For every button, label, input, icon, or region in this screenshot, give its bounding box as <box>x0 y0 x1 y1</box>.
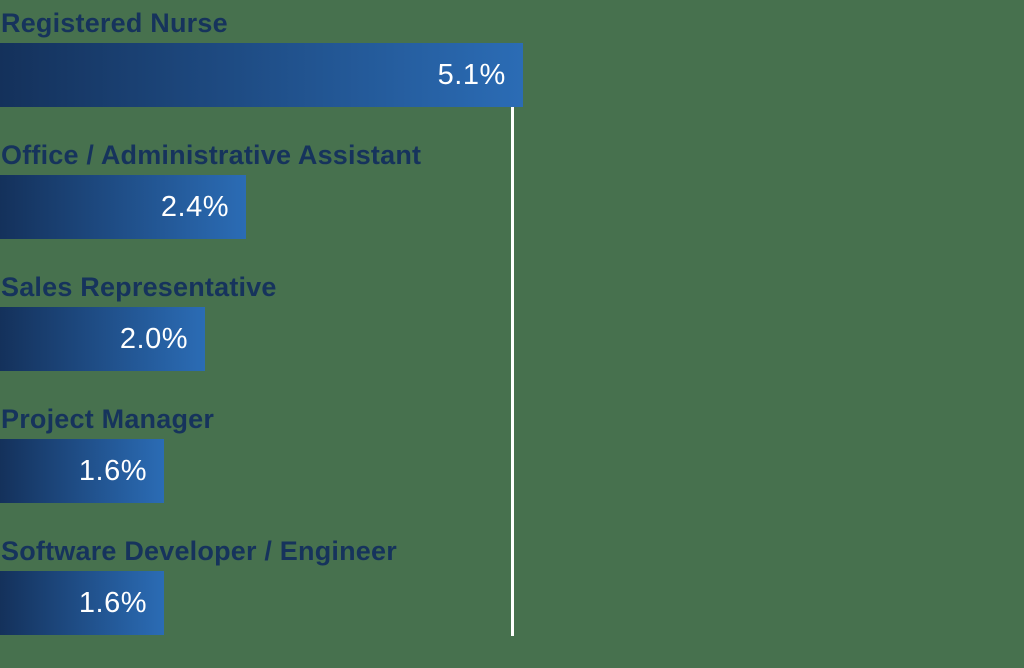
category-label: Project Manager <box>1 404 215 434</box>
bar-row: Sales Representative 2.0% <box>0 272 1024 404</box>
bar-row: Software Developer / Engineer 1.6% <box>0 536 1024 668</box>
bar: 5.1% <box>0 43 523 107</box>
bar-row: Project Manager 1.6% <box>0 404 1024 536</box>
value-label: 1.6% <box>78 454 147 487</box>
bar-row: Registered Nurse 5.1% <box>0 8 1024 140</box>
gridline-5-percent <box>511 107 514 636</box>
category-label: Sales Representative <box>1 272 277 302</box>
bar: 2.0% <box>0 307 205 371</box>
category-label: Registered Nurse <box>1 8 228 38</box>
value-label: 1.6% <box>78 586 147 619</box>
value-label: 2.0% <box>119 322 188 355</box>
bar: 1.6% <box>0 571 164 635</box>
value-label: 2.4% <box>160 190 229 223</box>
category-label: Software Developer / Engineer <box>1 536 397 566</box>
bar-chart: Registered Nurse 5.1% Office / Administr… <box>0 8 1024 636</box>
bar-row: Office / Administrative Assistant 2.4% <box>0 140 1024 272</box>
bar: 2.4% <box>0 175 246 239</box>
bar-rows-container: Registered Nurse 5.1% Office / Administr… <box>0 8 1024 635</box>
value-label: 5.1% <box>437 58 506 91</box>
category-label: Office / Administrative Assistant <box>1 140 422 170</box>
bar: 1.6% <box>0 439 164 503</box>
